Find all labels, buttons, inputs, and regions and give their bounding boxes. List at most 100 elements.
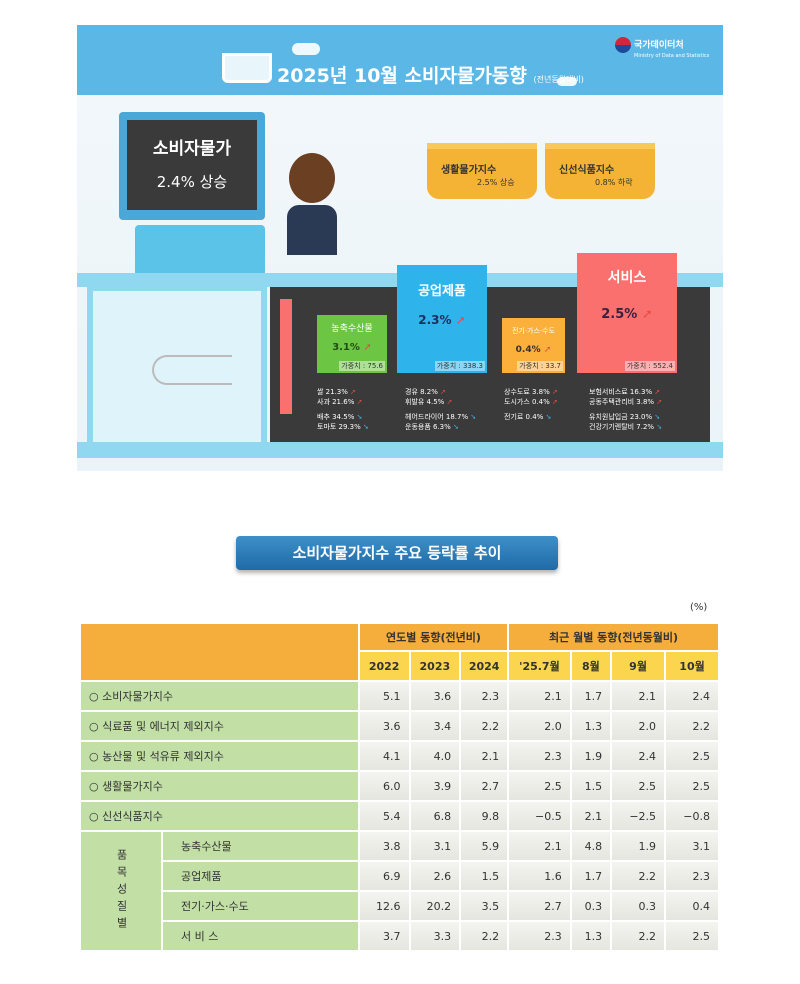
register-monitor: 소비자물가 2.4% 상승 <box>119 112 265 220</box>
table-row: 공업제품 6.9 2.6 1.5 1.6 1.7 2.2 2.3 <box>80 860 720 892</box>
cell-value: 2.3 <box>459 680 510 712</box>
cell-value: 2.1 <box>507 680 572 712</box>
taegeuk-icon <box>615 37 631 53</box>
cell-value: 2.1 <box>459 740 510 772</box>
cell-value: 2.7 <box>459 770 510 802</box>
column-header: 9월 <box>610 650 667 682</box>
category-services: 서비스 2.5% ➚ 가중치 : 552.4 <box>577 253 677 373</box>
category-agri: 농축수산물 3.1% ➚ 가중치 : 75.6 <box>317 315 387 373</box>
cell-value: 3.1 <box>408 830 462 862</box>
cell-value: 2.2 <box>459 710 510 742</box>
cell-value: 3.9 <box>408 770 462 802</box>
cell-value: 1.6 <box>507 860 572 892</box>
cell-value: 2.2 <box>664 710 720 742</box>
cell-value: 1.3 <box>569 710 613 742</box>
infographic: 2025년 10월 소비자물가동향 (전년동월대비) 국가데이터처 Ministr… <box>77 25 723 471</box>
cell-value: 2.5 <box>664 740 720 772</box>
barcode-scanner-icon <box>152 355 232 385</box>
table-row: 서 비 스 3.7 3.3 2.2 2.3 1.3 2.2 2.5 <box>80 920 720 952</box>
table-row: 전기·가스·수도 12.6 20.2 3.5 2.7 0.3 0.3 0.4 <box>80 890 720 922</box>
basket-fresh-food-index: 신선식품지수 0.8% 하락 <box>545 143 655 199</box>
cloud-icon <box>292 43 320 55</box>
cell-value: 0.3 <box>610 890 667 922</box>
group-header-yearly: 연도별 동향(전년비) <box>357 622 510 652</box>
cell-value: 12.6 <box>357 890 411 922</box>
cell-value: 2.5 <box>610 770 667 802</box>
cpi-value: 2.4% 상승 <box>156 173 228 191</box>
row-label: ○ 농산물 및 석유류 제외지수 <box>79 740 360 772</box>
cashier-icon <box>287 153 337 273</box>
cell-value: 1.5 <box>569 770 613 802</box>
cell-value: 4.1 <box>357 740 411 772</box>
cloud-icon <box>557 77 577 86</box>
cell-value: 2.0 <box>507 710 572 742</box>
column-header: 8월 <box>569 650 613 682</box>
group-label: 품목성질별 <box>79 830 163 952</box>
item-list-utilities: 상수도료 3.8% ➚ 도시가스 0.4% ➚ 전기료 0.4% ➘ <box>504 388 558 421</box>
row-label: 서 비 스 <box>161 920 360 952</box>
cell-value: 2.2 <box>459 920 510 952</box>
row-label: 농축수산물 <box>161 830 360 862</box>
cell-value: 3.5 <box>459 890 510 922</box>
cell-value: 1.5 <box>459 860 510 892</box>
cell-value: 9.8 <box>459 800 510 832</box>
cell-value: 2.1 <box>507 830 572 862</box>
cell-value: 5.9 <box>459 830 510 862</box>
group-header-monthly: 최근 월별 동향(전년동월비) <box>507 622 720 652</box>
cell-value: 1.9 <box>569 740 613 772</box>
cell-value: 2.2 <box>610 920 667 952</box>
table-row: ○ 농산물 및 석유류 제외지수 4.1 4.0 2.1 2.3 1.9 2.4 2.5 <box>79 740 720 772</box>
cell-value: 1.7 <box>569 680 613 712</box>
cell-value: 3.8 <box>357 830 411 862</box>
cell-value: 4.8 <box>569 830 613 862</box>
cell-value: 6.9 <box>357 860 411 892</box>
cell-value: 2.4 <box>610 740 667 772</box>
category-utilities: 전기·가스·수도 0.4% ➚ 가중치 : 33.7 <box>502 318 565 373</box>
cell-value: 2.5 <box>664 770 720 802</box>
cell-value: 3.3 <box>408 920 462 952</box>
column-header: 2023 <box>408 650 462 682</box>
cell-value: 2.3 <box>507 920 572 952</box>
cell-value: 6.0 <box>357 770 411 802</box>
cell-value: 4.0 <box>408 740 462 772</box>
row-label: 공업제품 <box>161 860 360 892</box>
cell-value: 3.4 <box>408 710 462 742</box>
basket-icon <box>222 53 272 83</box>
cell-value: −0.8 <box>664 800 720 832</box>
item-list-services: 보험서비스료 16.3% ➚ 공동주택관리비 3.8% ➚ 유치원납입금 23.0… <box>589 388 663 431</box>
arrow-up-icon: ➚ <box>455 313 466 327</box>
arrow-up-icon: ➚ <box>363 342 372 353</box>
cell-value: 2.1 <box>610 680 667 712</box>
table-row: ○ 식료품 및 에너지 제외지수 3.6 3.4 2.2 2.0 1.3 2.0 2.2 <box>79 710 720 742</box>
arrow-up-icon: ➚ <box>641 307 653 322</box>
table-row: ○ 신선식품지수 5.4 6.8 9.8 −0.5 2.1 −2.5 −0.8 <box>79 800 720 832</box>
cell-value: 1.7 <box>569 860 613 892</box>
cell-value: −2.5 <box>610 800 667 832</box>
section-heading: 소비자물가지수 주요 등락률 추이 <box>236 536 558 570</box>
cell-value: 2.5 <box>507 770 572 802</box>
cell-value: −0.5 <box>507 800 572 832</box>
cell-value: 1.9 <box>610 830 667 862</box>
cell-value: 2.2 <box>610 860 667 892</box>
cell-value: 2.5 <box>664 920 720 952</box>
table-row: ○ 생활물가지수 6.0 3.9 2.7 2.5 1.5 2.5 2.5 <box>79 770 720 802</box>
cell-value: 1.3 <box>569 920 613 952</box>
item-list-agri: 쌀 21.3% ➚ 사과 21.6% ➚ 배추 34.5% ➘ 토마토 29.3% … <box>317 388 369 431</box>
cpi-label: 소비자물가 <box>152 139 232 159</box>
cell-value: 2.6 <box>408 860 462 892</box>
cell-value: 0.3 <box>569 890 613 922</box>
column-header: 2022 <box>357 650 411 682</box>
unit-label: (%) <box>690 602 708 613</box>
page-title: 2025년 10월 소비자물가동향 (전년동월대비) <box>277 65 584 87</box>
column-header: 2024 <box>459 650 510 682</box>
cell-value: 2.0 <box>610 710 667 742</box>
cell-value: 2.7 <box>507 890 572 922</box>
category-industrial: 공업제품 2.3% ➚ 가중치 : 338.3 <box>397 265 487 373</box>
arrow-up-icon: ➚ <box>543 345 552 355</box>
item-list-industrial: 경유 8.2% ➚ 휘발유 4.5% ➚ 헤어드라이어 18.7% ➘ 운동용품 6… <box>405 388 477 431</box>
table-row: ○ 소비자물가지수 5.1 3.6 2.3 2.1 1.7 2.1 2.4 <box>79 680 720 712</box>
cell-value: 3.1 <box>664 830 720 862</box>
cell-value: 5.4 <box>357 800 411 832</box>
cell-value: 3.7 <box>357 920 411 952</box>
counter-side <box>87 285 267 453</box>
